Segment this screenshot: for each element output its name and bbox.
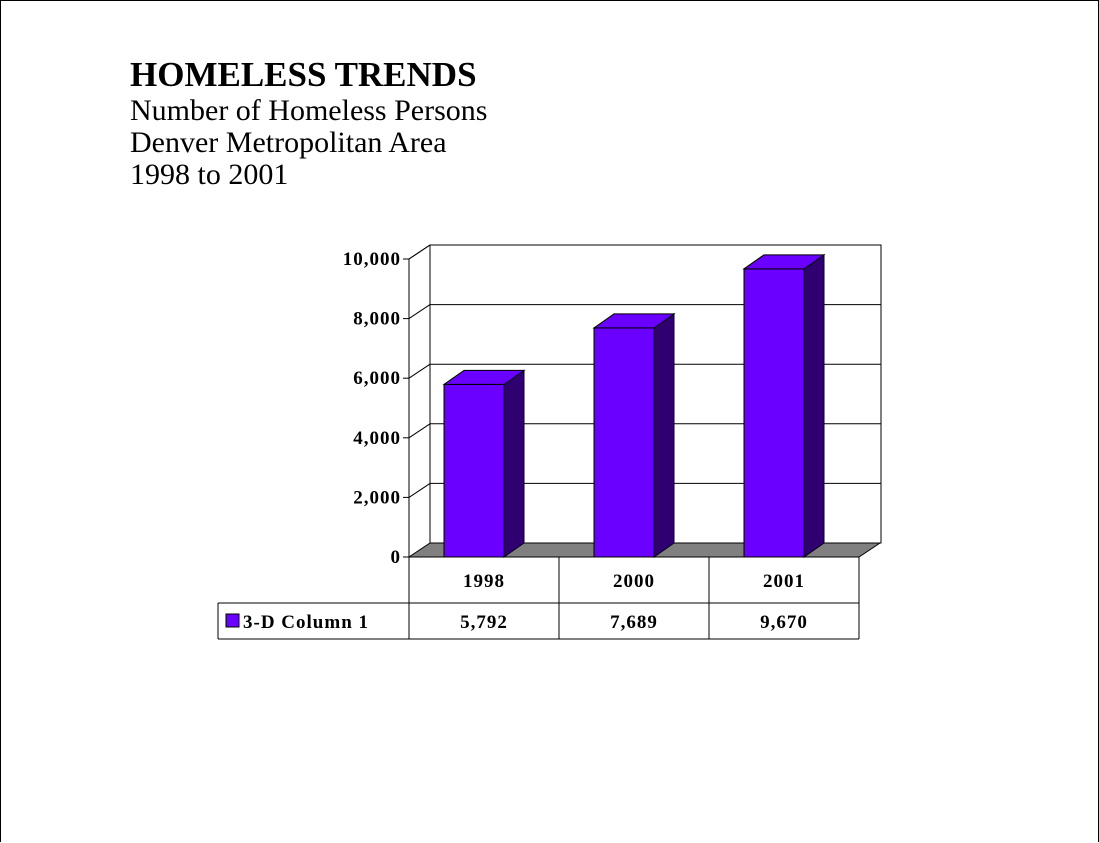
x-category-label: 2001: [763, 571, 805, 592]
bar-front: [743, 268, 805, 558]
y-tick-label: 8,000: [353, 309, 401, 330]
subtitle-line-1: Number of Homeless Persons: [130, 94, 488, 127]
bar-front: [593, 327, 655, 558]
side-wall: [408, 244, 431, 557]
y-tick-label: 2,000: [353, 487, 401, 508]
data-table-value: 5,792: [460, 612, 508, 633]
bar-top: [742, 254, 826, 270]
data-table-value: 7,689: [610, 612, 658, 633]
bar-top: [442, 369, 526, 385]
subtitle-line-2: Denver Metropolitan Area: [130, 126, 447, 159]
legend-series-label: 3-D Column 1: [243, 612, 369, 633]
subtitle-line-3: 1998 to 2001: [130, 158, 289, 191]
bar-front: [443, 383, 505, 558]
gridline-side: [408, 482, 431, 498]
title-block: HOMELESS TRENDS Number of Homeless Perso…: [130, 55, 487, 191]
gridline-side: [408, 244, 431, 260]
chart-title: HOMELESS TRENDS: [130, 55, 477, 94]
y-tick-label: 10,000: [343, 249, 401, 270]
y-tick-label: 0: [391, 547, 402, 568]
gridline-side: [408, 423, 431, 439]
bar-side: [503, 369, 525, 558]
legend-swatch: [225, 613, 240, 628]
bar-side: [803, 253, 825, 558]
y-tick-label: 6,000: [353, 368, 401, 389]
y-tick-label: 4,000: [353, 428, 401, 449]
x-category-label: 2000: [613, 571, 655, 592]
x-category-label: 1998: [463, 571, 505, 592]
bar-side: [653, 312, 675, 558]
data-table-value: 9,670: [760, 612, 808, 633]
gridline-side: [408, 304, 431, 320]
gridline-side: [408, 363, 431, 379]
bar-top: [592, 313, 676, 329]
